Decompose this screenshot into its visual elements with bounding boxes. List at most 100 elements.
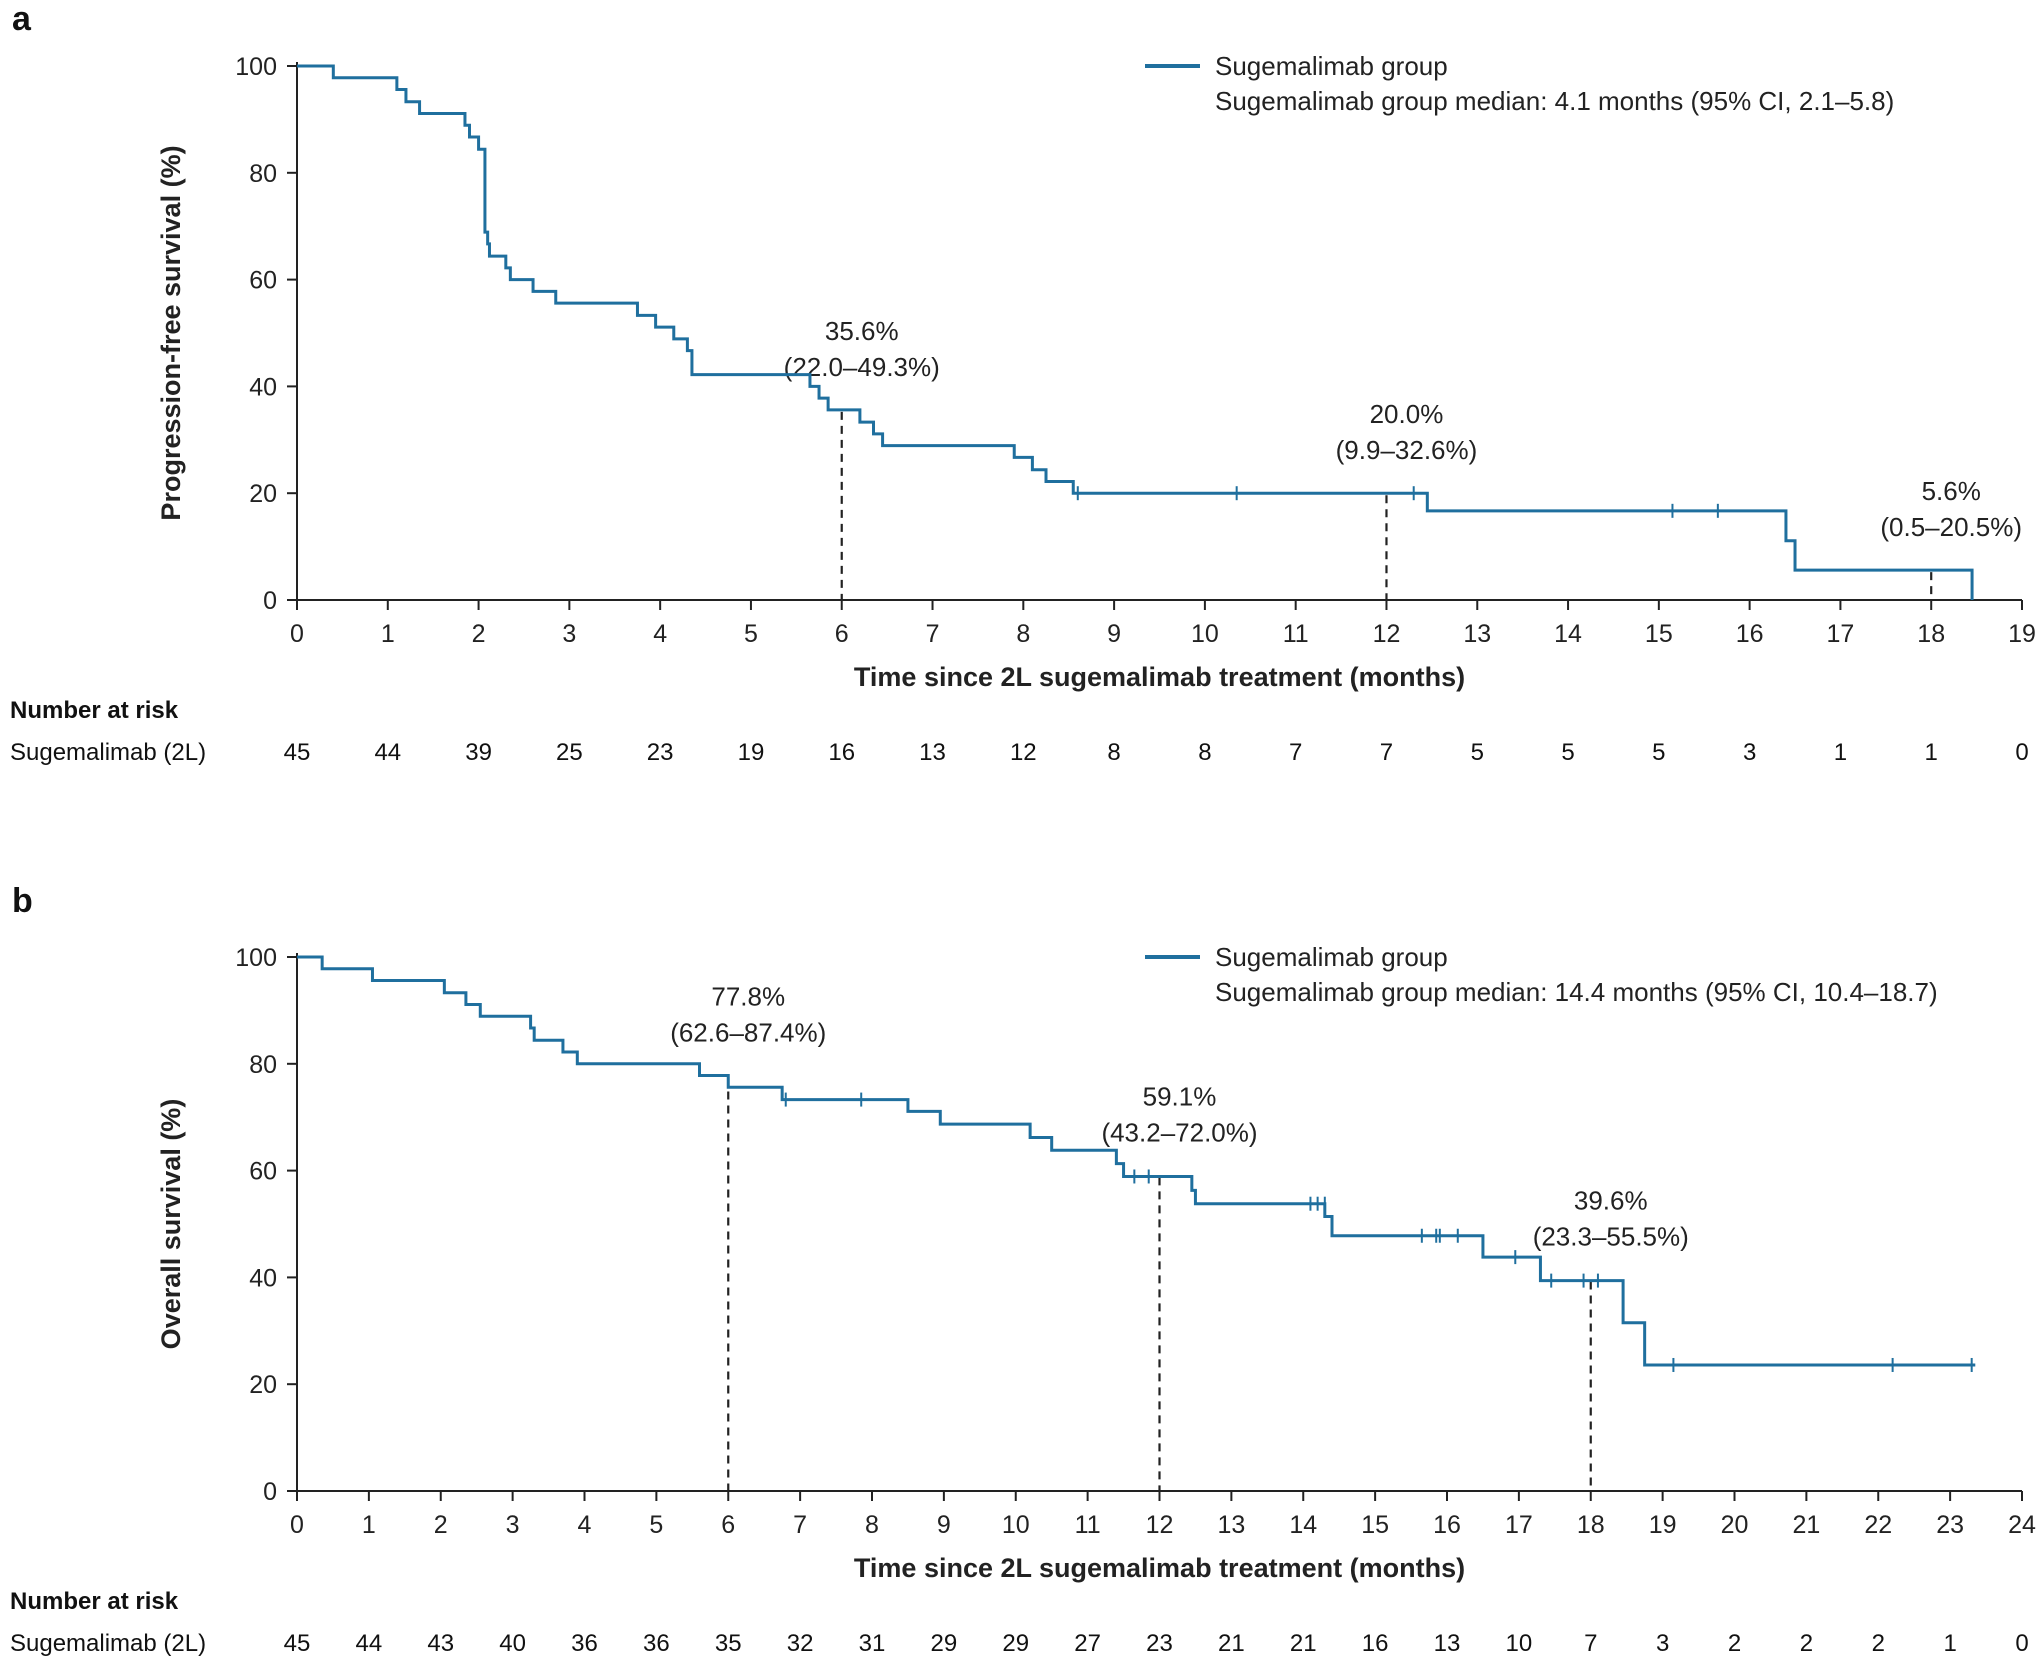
x-tick-label: 6: [835, 620, 849, 648]
risk-count: 5: [1471, 739, 1484, 766]
x-tick-label: 6: [721, 1511, 735, 1539]
km-curve: [297, 955, 1976, 1367]
x-tick-label: 13: [1463, 620, 1491, 648]
risk-row-label: Sugemalimab (2L): [10, 1630, 206, 1657]
risk-row-label: Sugemalimab (2L): [10, 739, 206, 766]
panel-label: a: [12, 0, 32, 38]
x-tick-label: 0: [290, 1511, 304, 1539]
x-tick-label: 5: [649, 1511, 663, 1539]
x-tick-label: 18: [1917, 620, 1945, 648]
risk-count: 35: [715, 1630, 742, 1657]
annotation-ci: (22.0–49.3%): [784, 352, 940, 382]
x-tick-label: 12: [1146, 1511, 1174, 1539]
risk-count: 2: [1728, 1630, 1741, 1657]
risk-count: 13: [1434, 1630, 1461, 1657]
x-tick-label: 3: [506, 1511, 520, 1539]
risk-count: 29: [931, 1630, 958, 1657]
risk-count: 23: [1146, 1630, 1173, 1657]
risk-count: 5: [1652, 739, 1665, 766]
annotation-ci: (23.3–55.5%): [1533, 1222, 1689, 1252]
risk-count: 40: [499, 1630, 526, 1657]
annotation-estimate: 5.6%: [1922, 476, 1981, 506]
x-tick-label: 21: [1792, 1511, 1820, 1539]
risk-count: 27: [1074, 1630, 1101, 1657]
legend-label: Sugemalimab group: [1215, 51, 1448, 81]
annotation-estimate: 39.6%: [1574, 1186, 1648, 1216]
y-tick-label: 80: [249, 160, 277, 188]
x-tick-label: 22: [1864, 1511, 1892, 1539]
x-tick-label: 17: [1827, 620, 1855, 648]
x-tick-label: 15: [1361, 1511, 1389, 1539]
risk-count: 0: [2015, 739, 2028, 766]
legend-median: Sugemalimab group median: 14.4 months (9…: [1215, 977, 1938, 1007]
risk-count: 23: [647, 739, 674, 766]
x-tick-label: 7: [793, 1511, 807, 1539]
risk-count: 0: [2015, 1630, 2028, 1657]
risk-count: 7: [1380, 739, 1393, 766]
y-tick-label: 100: [235, 944, 277, 972]
y-tick-label: 80: [249, 1051, 277, 1079]
legend-label: Sugemalimab group: [1215, 942, 1448, 972]
x-tick-label: 5: [744, 620, 758, 648]
x-tick-label: 11: [1075, 1511, 1101, 1539]
annotation-ci: (43.2–72.0%): [1101, 1117, 1257, 1147]
x-tick-label: 14: [1554, 620, 1582, 648]
x-tick-label: 9: [1107, 620, 1121, 648]
risk-count: 13: [919, 739, 946, 766]
risk-count: 5: [1561, 739, 1574, 766]
x-tick-label: 2: [472, 620, 486, 648]
risk-count: 21: [1290, 1630, 1317, 1657]
annotation-estimate: 59.1%: [1143, 1081, 1217, 1111]
y-axis-title: Overall survival (%): [156, 1099, 186, 1350]
x-tick-label: 19: [2008, 620, 2036, 648]
x-tick-label: 23: [1936, 1511, 1964, 1539]
risk-count: 2: [1800, 1630, 1813, 1657]
risk-count: 31: [859, 1630, 886, 1657]
risk-count: 3: [1656, 1630, 1669, 1657]
annotation-ci: (62.6–87.4%): [670, 1018, 826, 1048]
risk-count: 29: [1002, 1630, 1029, 1657]
risk-count: 39: [465, 739, 492, 766]
y-tick-label: 60: [249, 1158, 277, 1186]
x-tick-label: 15: [1645, 620, 1673, 648]
risk-count: 21: [1218, 1630, 1245, 1657]
km-curve: [297, 64, 1974, 600]
y-tick-label: 0: [263, 1478, 277, 1506]
y-tick-label: 40: [249, 373, 277, 401]
legend-median: Sugemalimab group median: 4.1 months (95…: [1215, 86, 1894, 116]
x-tick-label: 7: [926, 620, 940, 648]
x-tick-label: 19: [1649, 1511, 1677, 1539]
risk-count: 1: [1834, 739, 1847, 766]
y-tick-label: 40: [249, 1264, 277, 1292]
x-tick-label: 10: [1002, 1511, 1030, 1539]
risk-count: 32: [787, 1630, 814, 1657]
x-tick-label: 14: [1289, 1511, 1317, 1539]
risk-count: 1: [1925, 739, 1938, 766]
x-tick-label: 1: [362, 1511, 376, 1539]
y-tick-label: 20: [249, 480, 277, 508]
x-tick-label: 13: [1217, 1511, 1245, 1539]
risk-count: 44: [374, 739, 401, 766]
annotation-ci: (9.9–32.6%): [1336, 435, 1478, 465]
risk-count: 45: [284, 739, 311, 766]
risk-count: 25: [556, 739, 583, 766]
y-tick-label: 60: [249, 267, 277, 295]
risk-count: 10: [1506, 1630, 1533, 1657]
x-axis-title: Time since 2L sugemalimab treatment (mon…: [854, 662, 1465, 692]
risk-count: 16: [1362, 1630, 1389, 1657]
risk-count: 7: [1289, 739, 1302, 766]
x-tick-label: 10: [1191, 620, 1219, 648]
risk-count: 43: [427, 1630, 454, 1657]
risk-count: 12: [1010, 739, 1037, 766]
x-tick-label: 8: [1016, 620, 1030, 648]
x-tick-label: 18: [1577, 1511, 1605, 1539]
annotation-estimate: 20.0%: [1370, 399, 1444, 429]
x-tick-label: 1: [381, 620, 395, 648]
x-tick-label: 12: [1373, 620, 1401, 648]
x-tick-label: 2: [434, 1511, 448, 1539]
x-tick-label: 20: [1721, 1511, 1749, 1539]
x-tick-label: 0: [290, 620, 304, 648]
annotation-estimate: 77.8%: [711, 982, 785, 1012]
